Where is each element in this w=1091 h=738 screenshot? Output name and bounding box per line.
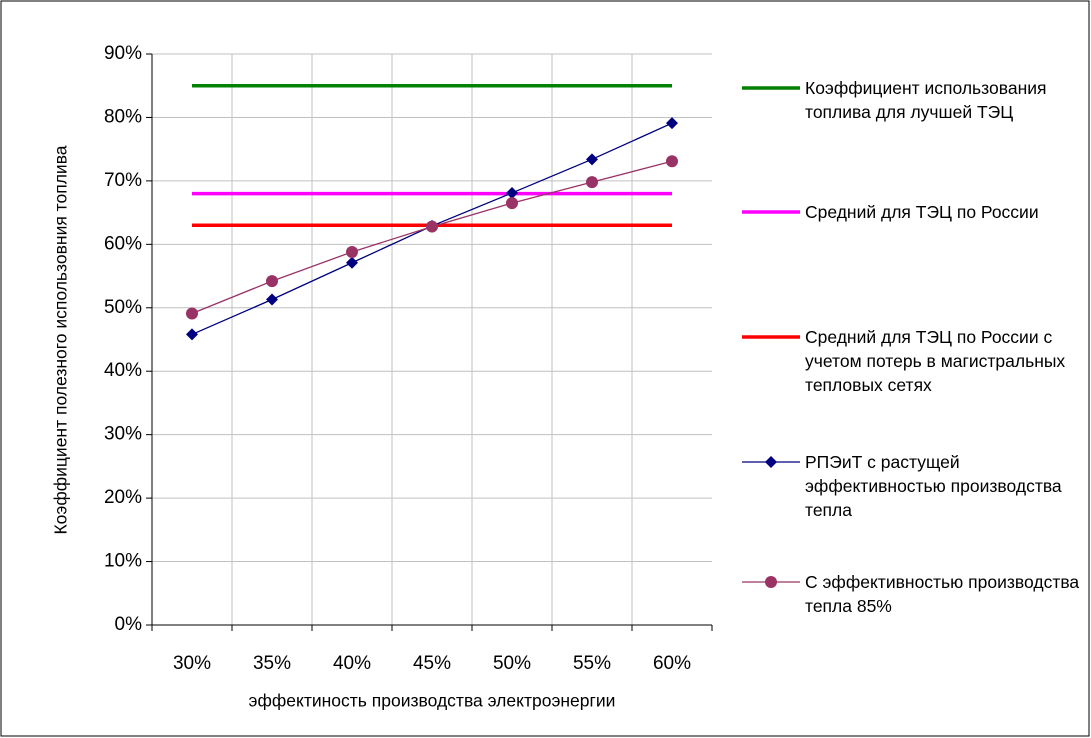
- point: [586, 176, 598, 189]
- x-tick-label: 50%: [493, 653, 531, 674]
- point: [666, 117, 678, 130]
- y-tick-label: 40%: [104, 360, 142, 381]
- y-tick-label: 90%: [104, 43, 142, 64]
- legend-label: Средний для ТЭЦ по России с учетом потер…: [805, 327, 1066, 395]
- legend-label: Средний для ТЭЦ по России: [805, 202, 1039, 222]
- point: [186, 328, 198, 341]
- y-tick-label: 60%: [104, 233, 142, 254]
- series-line: [191, 160, 673, 315]
- y-tick-label: 70%: [104, 170, 142, 191]
- y-tick-label: 20%: [104, 487, 142, 508]
- x-tick-label: 30%: [173, 653, 211, 674]
- point: [506, 197, 518, 210]
- point: [266, 293, 278, 306]
- point: [506, 186, 518, 199]
- point: [666, 155, 678, 168]
- legend-label: С эффективностью производства тепла 85%: [805, 572, 1080, 616]
- legend-label: РПЭиТ с растущей эффективностью производ…: [805, 452, 1062, 520]
- x-tick-label: 45%: [413, 653, 451, 674]
- x-tick-label: 35%: [253, 653, 291, 674]
- point: [266, 275, 278, 288]
- x-tick-label: 60%: [653, 653, 691, 674]
- point: [586, 153, 598, 166]
- y-tick-label: 0%: [115, 614, 143, 635]
- y-tick-label: 80%: [104, 106, 142, 127]
- y-axis-title: Коэффициент полезного использовния топли…: [51, 145, 71, 534]
- legend-label: Коэффициент использования топлива для лу…: [805, 78, 1047, 122]
- legend-marker: [765, 576, 777, 588]
- y-tick-label: 30%: [104, 424, 142, 445]
- point: [346, 245, 358, 258]
- legend-marker: [765, 456, 777, 468]
- x-tick-label: 55%: [573, 653, 611, 674]
- point: [346, 256, 358, 269]
- point: [426, 220, 438, 233]
- y-tick-label: 50%: [104, 297, 142, 318]
- x-tick-label: 40%: [333, 653, 371, 674]
- x-axis-title: эффектиность производства электроэнергии: [249, 691, 616, 711]
- point: [186, 307, 198, 320]
- y-tick-label: 10%: [104, 551, 142, 572]
